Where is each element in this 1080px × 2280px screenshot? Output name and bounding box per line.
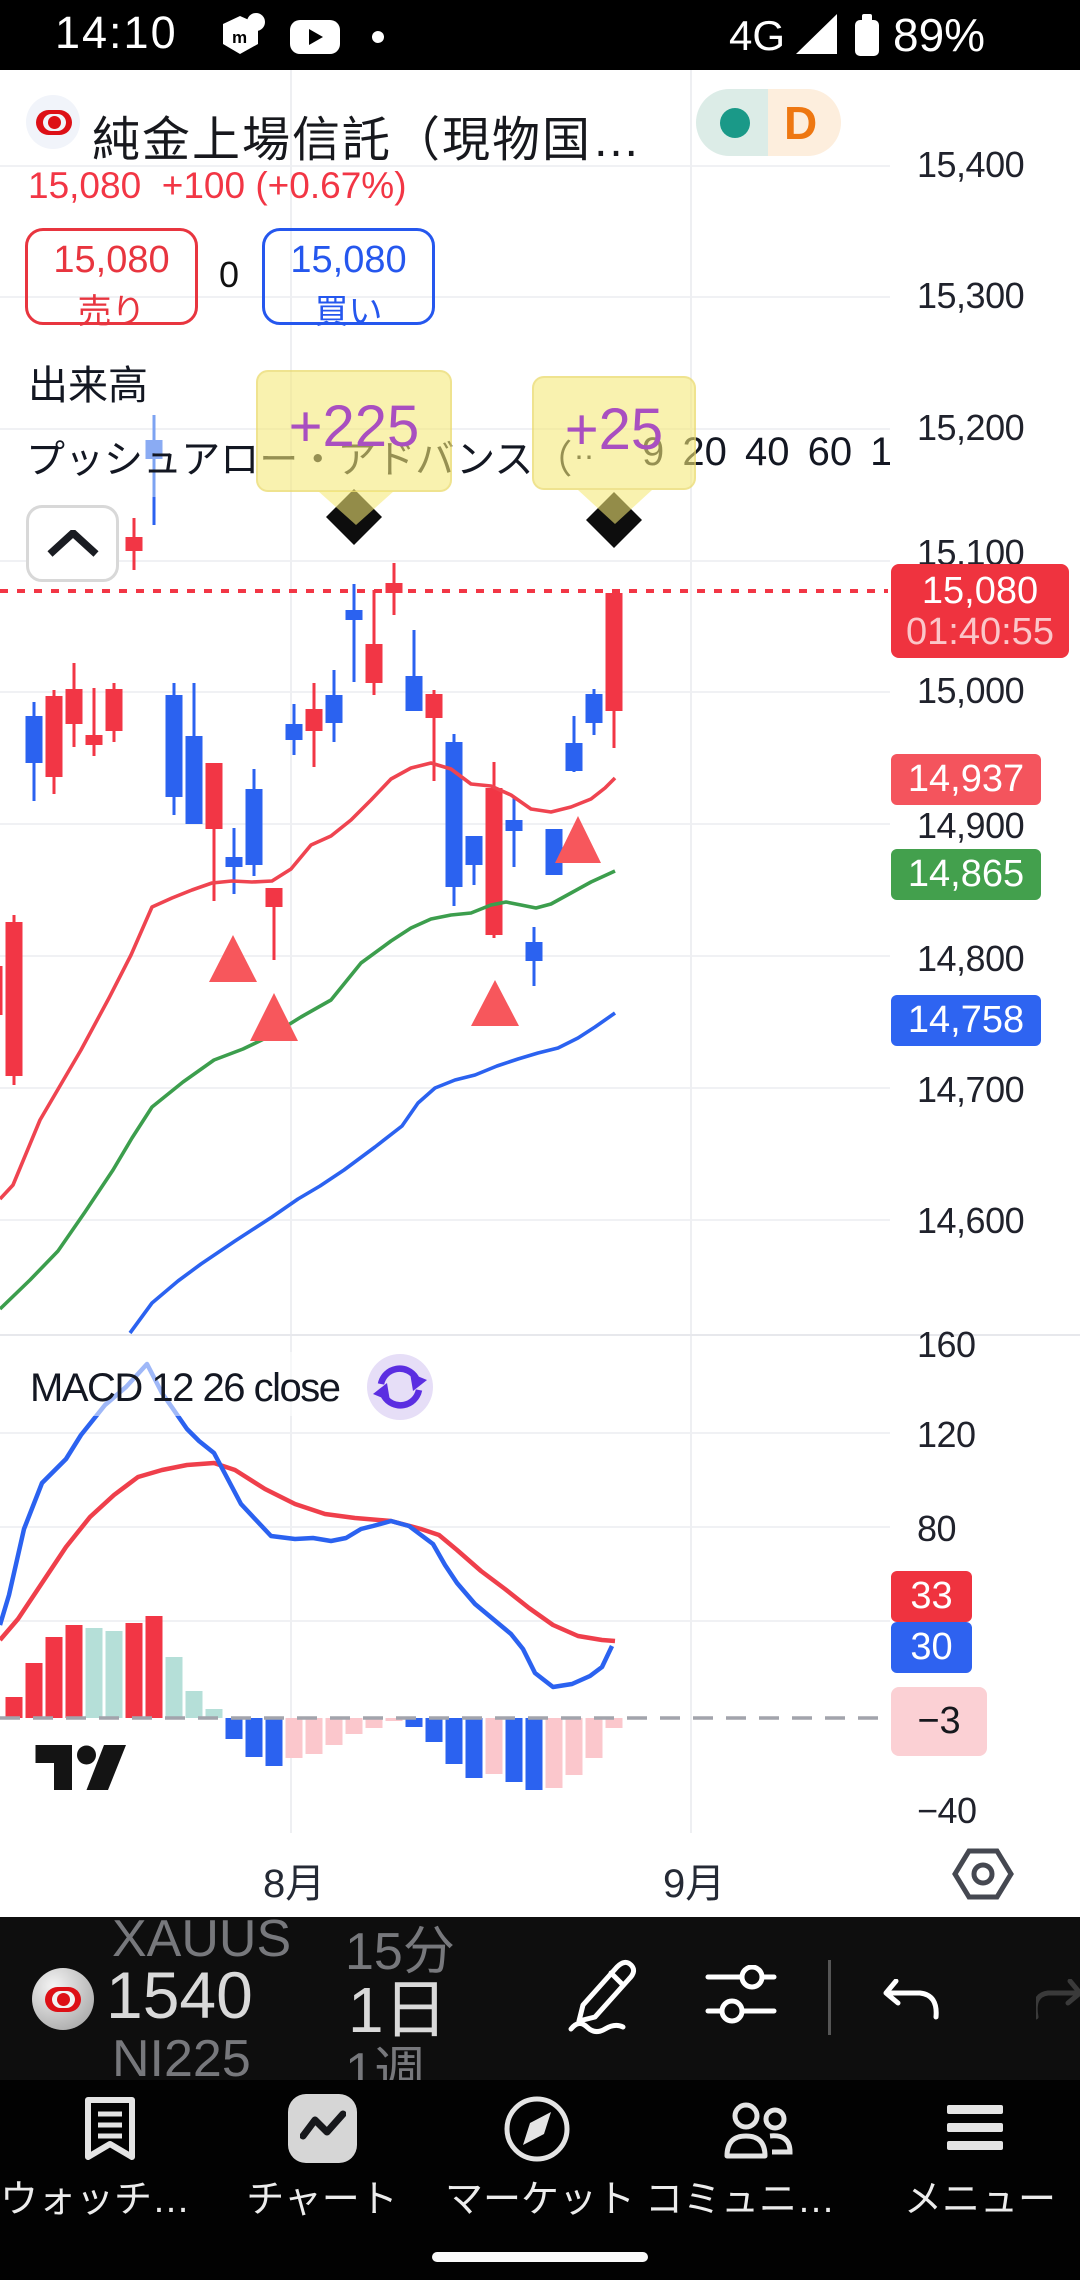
svg-text:m: m <box>232 28 247 47</box>
